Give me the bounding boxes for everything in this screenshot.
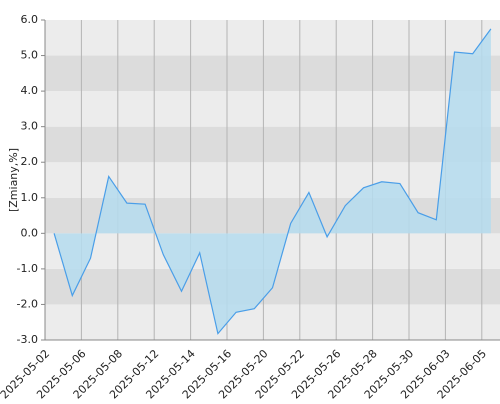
y-tick-label: 0.0 bbox=[21, 226, 39, 239]
y-tick-label: -1.0 bbox=[17, 262, 38, 275]
y-tick-label: 2.0 bbox=[21, 155, 39, 168]
y-tick-label: 5.0 bbox=[21, 49, 39, 62]
y-tick-label: 1.0 bbox=[21, 191, 39, 204]
area bbox=[54, 28, 491, 334]
y-tick-label: -3.0 bbox=[17, 333, 38, 346]
y-tick-label: -2.0 bbox=[17, 297, 38, 310]
y-axis-label: [Zmiany,%] bbox=[7, 148, 20, 212]
band bbox=[45, 126, 500, 163]
band bbox=[45, 304, 500, 340]
y-tick-label: 4.0 bbox=[21, 84, 39, 97]
y-tick-label: 6.0 bbox=[21, 13, 39, 26]
band bbox=[45, 55, 500, 92]
band bbox=[45, 91, 500, 127]
y-tick-label: 3.0 bbox=[21, 120, 39, 133]
band bbox=[45, 162, 500, 198]
band bbox=[45, 20, 500, 56]
line bbox=[53, 28, 492, 335]
